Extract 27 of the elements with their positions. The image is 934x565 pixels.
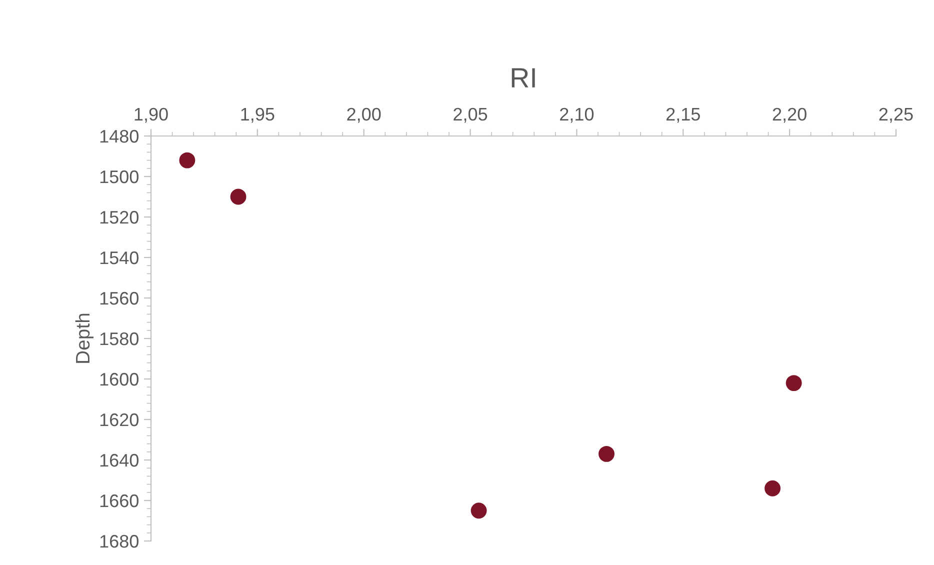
point xyxy=(230,188,246,205)
x-tick-label: 2,10 xyxy=(560,108,594,123)
point xyxy=(786,375,802,392)
y-tick-label: 1640 xyxy=(100,454,138,467)
point xyxy=(598,446,614,462)
y-tick-label: 1660 xyxy=(100,494,138,508)
y-tick-label: 1600 xyxy=(100,372,138,386)
y-tick-label: 1580 xyxy=(100,332,138,346)
y-tick-label: 1620 xyxy=(100,413,138,426)
point xyxy=(179,152,196,168)
point xyxy=(470,502,487,519)
x-tick-label: 1,90 xyxy=(134,108,168,123)
point xyxy=(764,480,781,496)
x-tick-label: 2,05 xyxy=(454,108,488,123)
y-tick-label: 1540 xyxy=(100,251,138,264)
y-tick-label: 1680 xyxy=(100,534,138,548)
y-tick-label: 1560 xyxy=(100,292,138,305)
x-tick-label: 2,15 xyxy=(666,108,700,123)
y-tick-label: 1520 xyxy=(100,210,138,224)
x-tick-label: 2,25 xyxy=(879,108,913,123)
x-tick-label: 1,95 xyxy=(241,108,274,123)
x-tick-label: 2,20 xyxy=(772,108,806,123)
y-axis-title: Depth xyxy=(75,314,94,363)
y-tick-label: 1500 xyxy=(100,170,138,184)
y-tick-label: 1480 xyxy=(100,130,138,143)
chart-title: RI xyxy=(512,68,535,88)
x-tick-label: 2,00 xyxy=(347,108,381,123)
